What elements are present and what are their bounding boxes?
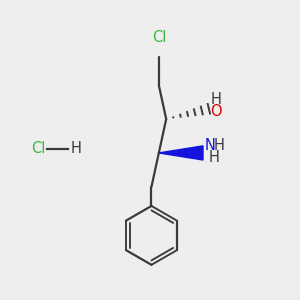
Text: O: O: [210, 104, 222, 119]
Text: H: H: [70, 141, 81, 156]
Text: N: N: [205, 138, 215, 153]
Text: Cl: Cl: [152, 31, 166, 46]
Text: H: H: [209, 150, 220, 165]
Text: H: H: [210, 92, 221, 107]
Polygon shape: [159, 146, 203, 160]
Text: H: H: [213, 138, 224, 153]
Text: Cl: Cl: [31, 141, 46, 156]
